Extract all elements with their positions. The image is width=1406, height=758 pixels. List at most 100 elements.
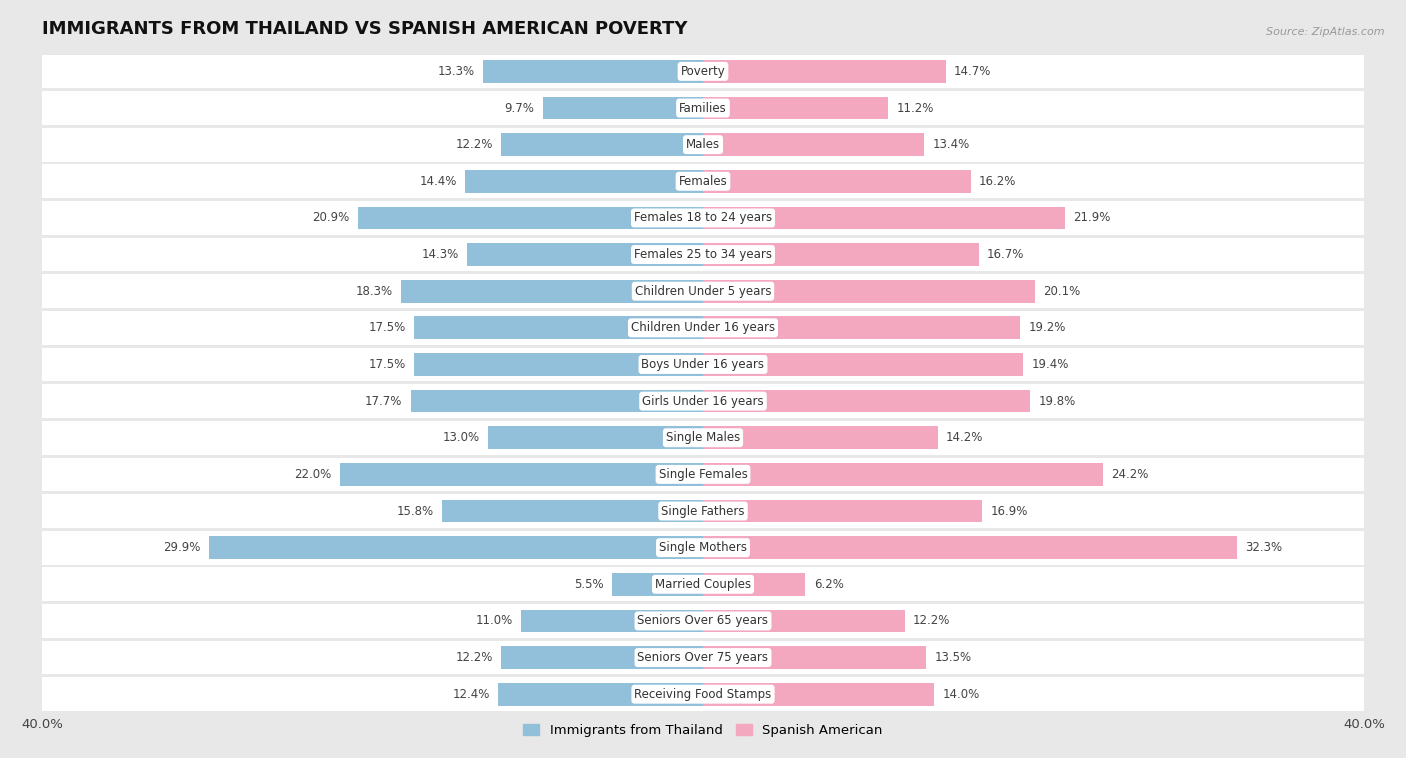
Text: 19.8%: 19.8% [1039, 395, 1076, 408]
Bar [42, 274, 1364, 308]
Bar [484, 60, 703, 83]
Text: 20.9%: 20.9% [312, 211, 350, 224]
Text: 13.0%: 13.0% [443, 431, 479, 444]
Text: Boys Under 16 years: Boys Under 16 years [641, 358, 765, 371]
Text: 18.3%: 18.3% [356, 285, 392, 298]
Text: Source: ZipAtlas.com: Source: ZipAtlas.com [1267, 27, 1385, 36]
Bar [703, 537, 1237, 559]
Bar [42, 55, 1364, 88]
Text: 20.1%: 20.1% [1043, 285, 1081, 298]
Text: 11.2%: 11.2% [896, 102, 934, 114]
Bar [42, 494, 1364, 528]
Bar [703, 133, 924, 156]
Bar [703, 609, 904, 632]
Text: Poverty: Poverty [681, 65, 725, 78]
Bar [488, 427, 703, 449]
Bar [42, 164, 1364, 198]
Bar [703, 243, 979, 266]
Bar [42, 384, 1364, 418]
Bar [42, 91, 1364, 125]
Bar [42, 604, 1364, 637]
Text: 12.2%: 12.2% [456, 138, 494, 151]
Text: 14.4%: 14.4% [419, 175, 457, 188]
Text: Females 18 to 24 years: Females 18 to 24 years [634, 211, 772, 224]
Bar [703, 573, 806, 596]
Text: 15.8%: 15.8% [396, 505, 433, 518]
Bar [465, 170, 703, 193]
Bar [703, 647, 927, 669]
Text: 14.0%: 14.0% [942, 688, 980, 700]
Text: Married Couples: Married Couples [655, 578, 751, 590]
Bar [703, 170, 970, 193]
Text: 14.7%: 14.7% [955, 65, 991, 78]
Bar [441, 500, 703, 522]
Text: Receiving Food Stamps: Receiving Food Stamps [634, 688, 772, 700]
Bar [42, 421, 1364, 455]
Bar [42, 458, 1364, 491]
Bar [703, 60, 946, 83]
Text: 22.0%: 22.0% [294, 468, 332, 481]
Text: Seniors Over 65 years: Seniors Over 65 years [637, 615, 769, 628]
Text: Single Fathers: Single Fathers [661, 505, 745, 518]
Text: 29.9%: 29.9% [163, 541, 201, 554]
Bar [502, 133, 703, 156]
Text: 17.5%: 17.5% [368, 358, 405, 371]
Text: 13.4%: 13.4% [932, 138, 970, 151]
Bar [42, 531, 1364, 565]
Bar [42, 641, 1364, 675]
Bar [467, 243, 703, 266]
Text: 16.9%: 16.9% [990, 505, 1028, 518]
Text: Children Under 16 years: Children Under 16 years [631, 321, 775, 334]
Text: Single Males: Single Males [666, 431, 740, 444]
Bar [339, 463, 703, 486]
Bar [703, 207, 1064, 229]
Bar [42, 128, 1364, 161]
Text: 19.4%: 19.4% [1032, 358, 1069, 371]
Text: IMMIGRANTS FROM THAILAND VS SPANISH AMERICAN POVERTY: IMMIGRANTS FROM THAILAND VS SPANISH AMER… [42, 20, 688, 38]
Text: Females: Females [679, 175, 727, 188]
Text: 14.2%: 14.2% [946, 431, 983, 444]
Bar [413, 353, 703, 376]
Text: 11.0%: 11.0% [475, 615, 513, 628]
Text: Females 25 to 34 years: Females 25 to 34 years [634, 248, 772, 261]
Bar [42, 311, 1364, 345]
Bar [703, 280, 1035, 302]
Text: 17.7%: 17.7% [366, 395, 402, 408]
Text: 19.2%: 19.2% [1028, 321, 1066, 334]
Bar [703, 390, 1031, 412]
Text: 6.2%: 6.2% [814, 578, 844, 590]
Text: Families: Families [679, 102, 727, 114]
Bar [413, 317, 703, 339]
Text: Males: Males [686, 138, 720, 151]
Text: 12.2%: 12.2% [456, 651, 494, 664]
Text: 13.3%: 13.3% [437, 65, 475, 78]
Bar [703, 97, 889, 119]
Text: Seniors Over 75 years: Seniors Over 75 years [637, 651, 769, 664]
Text: 16.7%: 16.7% [987, 248, 1025, 261]
Bar [703, 317, 1021, 339]
Bar [42, 201, 1364, 235]
Bar [502, 647, 703, 669]
Bar [703, 463, 1102, 486]
Text: 12.4%: 12.4% [453, 688, 489, 700]
Bar [357, 207, 703, 229]
Bar [42, 348, 1364, 381]
Legend: Immigrants from Thailand, Spanish American: Immigrants from Thailand, Spanish Americ… [519, 719, 887, 742]
Bar [401, 280, 703, 302]
Bar [703, 353, 1024, 376]
Bar [703, 683, 934, 706]
Bar [411, 390, 703, 412]
Text: Girls Under 16 years: Girls Under 16 years [643, 395, 763, 408]
Bar [612, 573, 703, 596]
Bar [42, 678, 1364, 711]
Text: 9.7%: 9.7% [505, 102, 534, 114]
Text: 17.5%: 17.5% [368, 321, 405, 334]
Text: 21.9%: 21.9% [1073, 211, 1111, 224]
Text: 16.2%: 16.2% [979, 175, 1017, 188]
Bar [522, 609, 703, 632]
Bar [703, 500, 983, 522]
Bar [42, 568, 1364, 601]
Text: Single Females: Single Females [658, 468, 748, 481]
Bar [42, 238, 1364, 271]
Text: 13.5%: 13.5% [934, 651, 972, 664]
